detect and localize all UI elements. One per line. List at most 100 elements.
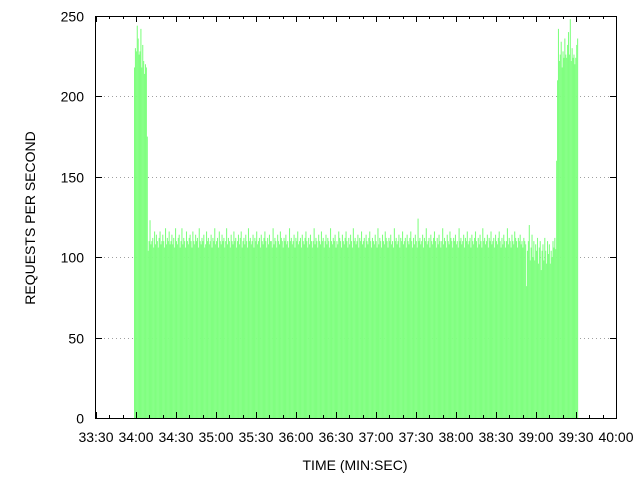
bar	[549, 263, 551, 418]
x-tick-label: 38:30	[478, 429, 513, 445]
bar	[524, 241, 526, 418]
bar	[294, 247, 296, 418]
bar	[391, 244, 393, 418]
bar	[258, 237, 260, 418]
bar	[493, 237, 495, 418]
bar	[195, 234, 197, 418]
bar	[433, 231, 436, 418]
x-tick-label: 37:30	[398, 429, 433, 445]
x-tick-label: 35:00	[198, 429, 233, 445]
bar	[216, 241, 218, 418]
bar	[442, 228, 444, 418]
bar	[372, 241, 374, 418]
bar	[225, 241, 227, 418]
bar	[498, 231, 500, 418]
bar	[458, 228, 460, 418]
bar	[228, 241, 230, 418]
bar	[375, 241, 377, 418]
bar	[259, 247, 261, 418]
bar	[314, 244, 316, 418]
bar	[495, 241, 498, 418]
y-axis-title: REQUESTS PER SECOND	[22, 131, 38, 304]
bar	[373, 244, 375, 418]
bar	[389, 241, 391, 418]
bar	[166, 237, 168, 418]
bar	[503, 234, 505, 418]
bar	[245, 234, 247, 418]
bar	[451, 241, 453, 418]
bar	[172, 244, 174, 418]
bar	[222, 241, 224, 418]
bar	[330, 228, 332, 418]
bar	[541, 250, 543, 418]
bar	[341, 234, 343, 418]
bar	[269, 241, 271, 418]
bar	[238, 244, 240, 418]
bar	[465, 241, 467, 418]
bar	[233, 231, 235, 418]
bar	[485, 244, 487, 418]
bar	[568, 54, 570, 419]
bar	[437, 244, 439, 418]
x-axis-ticks: 33:30 34:00 34:30 35:00 35:30 36:00 36:30 37:00…	[78, 16, 634, 445]
bar	[577, 38, 579, 418]
bar	[303, 244, 305, 418]
bar	[390, 234, 392, 418]
bar	[380, 241, 382, 418]
bar	[253, 247, 255, 418]
bar	[289, 241, 291, 418]
bar	[365, 234, 367, 418]
bar	[158, 237, 160, 418]
bar	[379, 237, 381, 418]
bar	[481, 247, 483, 418]
bar	[270, 241, 272, 418]
bar	[534, 260, 536, 418]
bar	[382, 241, 384, 418]
bar	[174, 247, 176, 418]
bar	[472, 241, 474, 418]
bar	[147, 250, 149, 418]
bar	[333, 241, 335, 418]
bar	[537, 263, 539, 418]
bar	[517, 237, 519, 418]
bar	[469, 237, 471, 418]
bar	[247, 228, 250, 418]
bar	[361, 231, 363, 418]
bar	[359, 237, 361, 418]
bar	[406, 234, 408, 418]
bar	[149, 220, 151, 418]
bar	[265, 241, 267, 418]
bar	[179, 247, 181, 418]
bar	[171, 234, 173, 418]
bar	[443, 244, 445, 418]
bar	[371, 237, 374, 418]
bar	[319, 241, 321, 418]
bar	[272, 228, 274, 418]
y-tick-label: 0	[76, 411, 84, 427]
bar	[180, 241, 182, 418]
bar	[196, 237, 198, 418]
bar	[250, 244, 252, 418]
bar	[299, 241, 301, 418]
bar	[191, 247, 193, 418]
bar	[241, 247, 243, 418]
bar	[239, 237, 241, 418]
bar	[205, 244, 207, 418]
bar	[308, 237, 310, 418]
x-axis-title: TIME (MIN:SEC)	[303, 457, 408, 473]
bar	[476, 247, 478, 418]
x-tick-label: 36:00	[278, 429, 313, 445]
bar	[274, 237, 276, 418]
bar	[207, 237, 209, 418]
bar	[514, 231, 516, 418]
bar	[463, 234, 465, 418]
bar	[453, 237, 455, 418]
bar	[255, 241, 257, 418]
bar	[490, 231, 492, 418]
bar	[516, 241, 518, 418]
bar	[144, 64, 146, 419]
bar	[144, 73, 146, 418]
bar	[528, 225, 530, 418]
bar	[512, 241, 514, 418]
bar	[489, 241, 491, 418]
